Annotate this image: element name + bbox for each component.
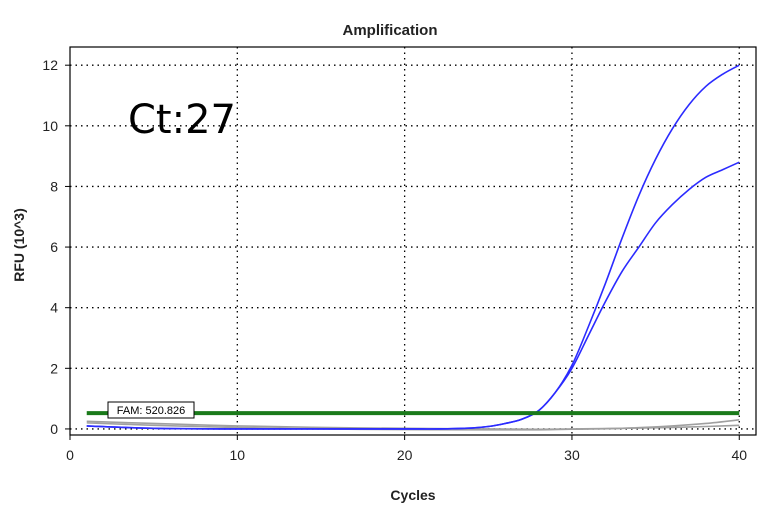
series-line-4 bbox=[86, 420, 740, 431]
y-tick-label: 0 bbox=[50, 421, 58, 437]
y-tick-label: 8 bbox=[50, 178, 58, 194]
y-tick-label: 2 bbox=[50, 360, 58, 376]
x-axis-label: Cycles bbox=[390, 487, 435, 503]
y-tick-label: 4 bbox=[50, 300, 58, 316]
x-tick-label: 40 bbox=[731, 447, 747, 463]
series-line-3 bbox=[86, 419, 740, 431]
x-tick-label: 30 bbox=[564, 447, 580, 463]
y-tick-label: 6 bbox=[50, 239, 58, 255]
ct-annotation: Ct:27 bbox=[128, 97, 236, 143]
x-tick-label: 0 bbox=[66, 447, 74, 463]
axis-ticks: 0 10 20 30 40 0 2 4 6 8 10 12 bbox=[42, 57, 747, 463]
chart-title: Amplification bbox=[342, 22, 437, 39]
threshold-label: FAM: 520.826 bbox=[117, 405, 186, 417]
threshold-layer: FAM: 520.826 bbox=[86, 401, 740, 419]
y-tick-label: 10 bbox=[42, 118, 58, 134]
plot-area bbox=[69, 46, 757, 436]
x-tick-label: 20 bbox=[397, 447, 413, 463]
series-layer bbox=[86, 64, 740, 431]
y-tick-label: 12 bbox=[42, 57, 58, 73]
threshold-label-box bbox=[107, 401, 195, 419]
y-axis-label: RFU (10^3) bbox=[11, 208, 27, 282]
series-line-2 bbox=[86, 161, 740, 430]
x-tick-label: 10 bbox=[230, 447, 246, 463]
